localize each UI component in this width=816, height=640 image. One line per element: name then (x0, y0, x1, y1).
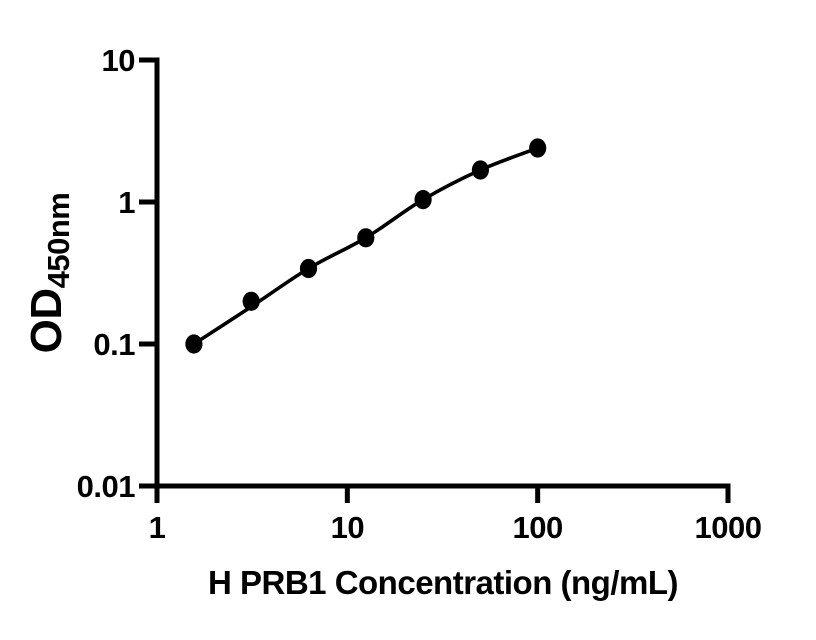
y-axis-title-subscript: 450nm (41, 193, 76, 289)
tick-labels: 1 10 100 1000 10 1 0.1 0.01 (77, 43, 762, 545)
data-point (471, 160, 489, 180)
x-tick-label: 100 (513, 510, 563, 545)
data-point (529, 138, 547, 158)
axes (154, 57, 731, 489)
y-tick-label: 0.01 (77, 469, 136, 504)
data-point (185, 334, 203, 354)
data-point (299, 258, 318, 279)
data-point (242, 291, 260, 311)
y-tick-label: 0.1 (93, 327, 135, 362)
y-tick-label: 1 (118, 185, 135, 220)
data-point (414, 190, 432, 210)
x-tick-label: 1 (149, 510, 166, 545)
x-axis-title: H PRB1 Concentration (ng/mL) (208, 564, 678, 601)
y-axis-title: OD450nm (22, 193, 76, 354)
y-axis-title-base: OD (22, 288, 71, 353)
y-tick-label: 10 (102, 43, 135, 78)
data-point (357, 228, 375, 248)
x-tick-label: 1000 (695, 510, 762, 545)
x-tick-label: 10 (331, 510, 364, 545)
axis-ticks (139, 57, 731, 503)
data-points (185, 138, 547, 354)
